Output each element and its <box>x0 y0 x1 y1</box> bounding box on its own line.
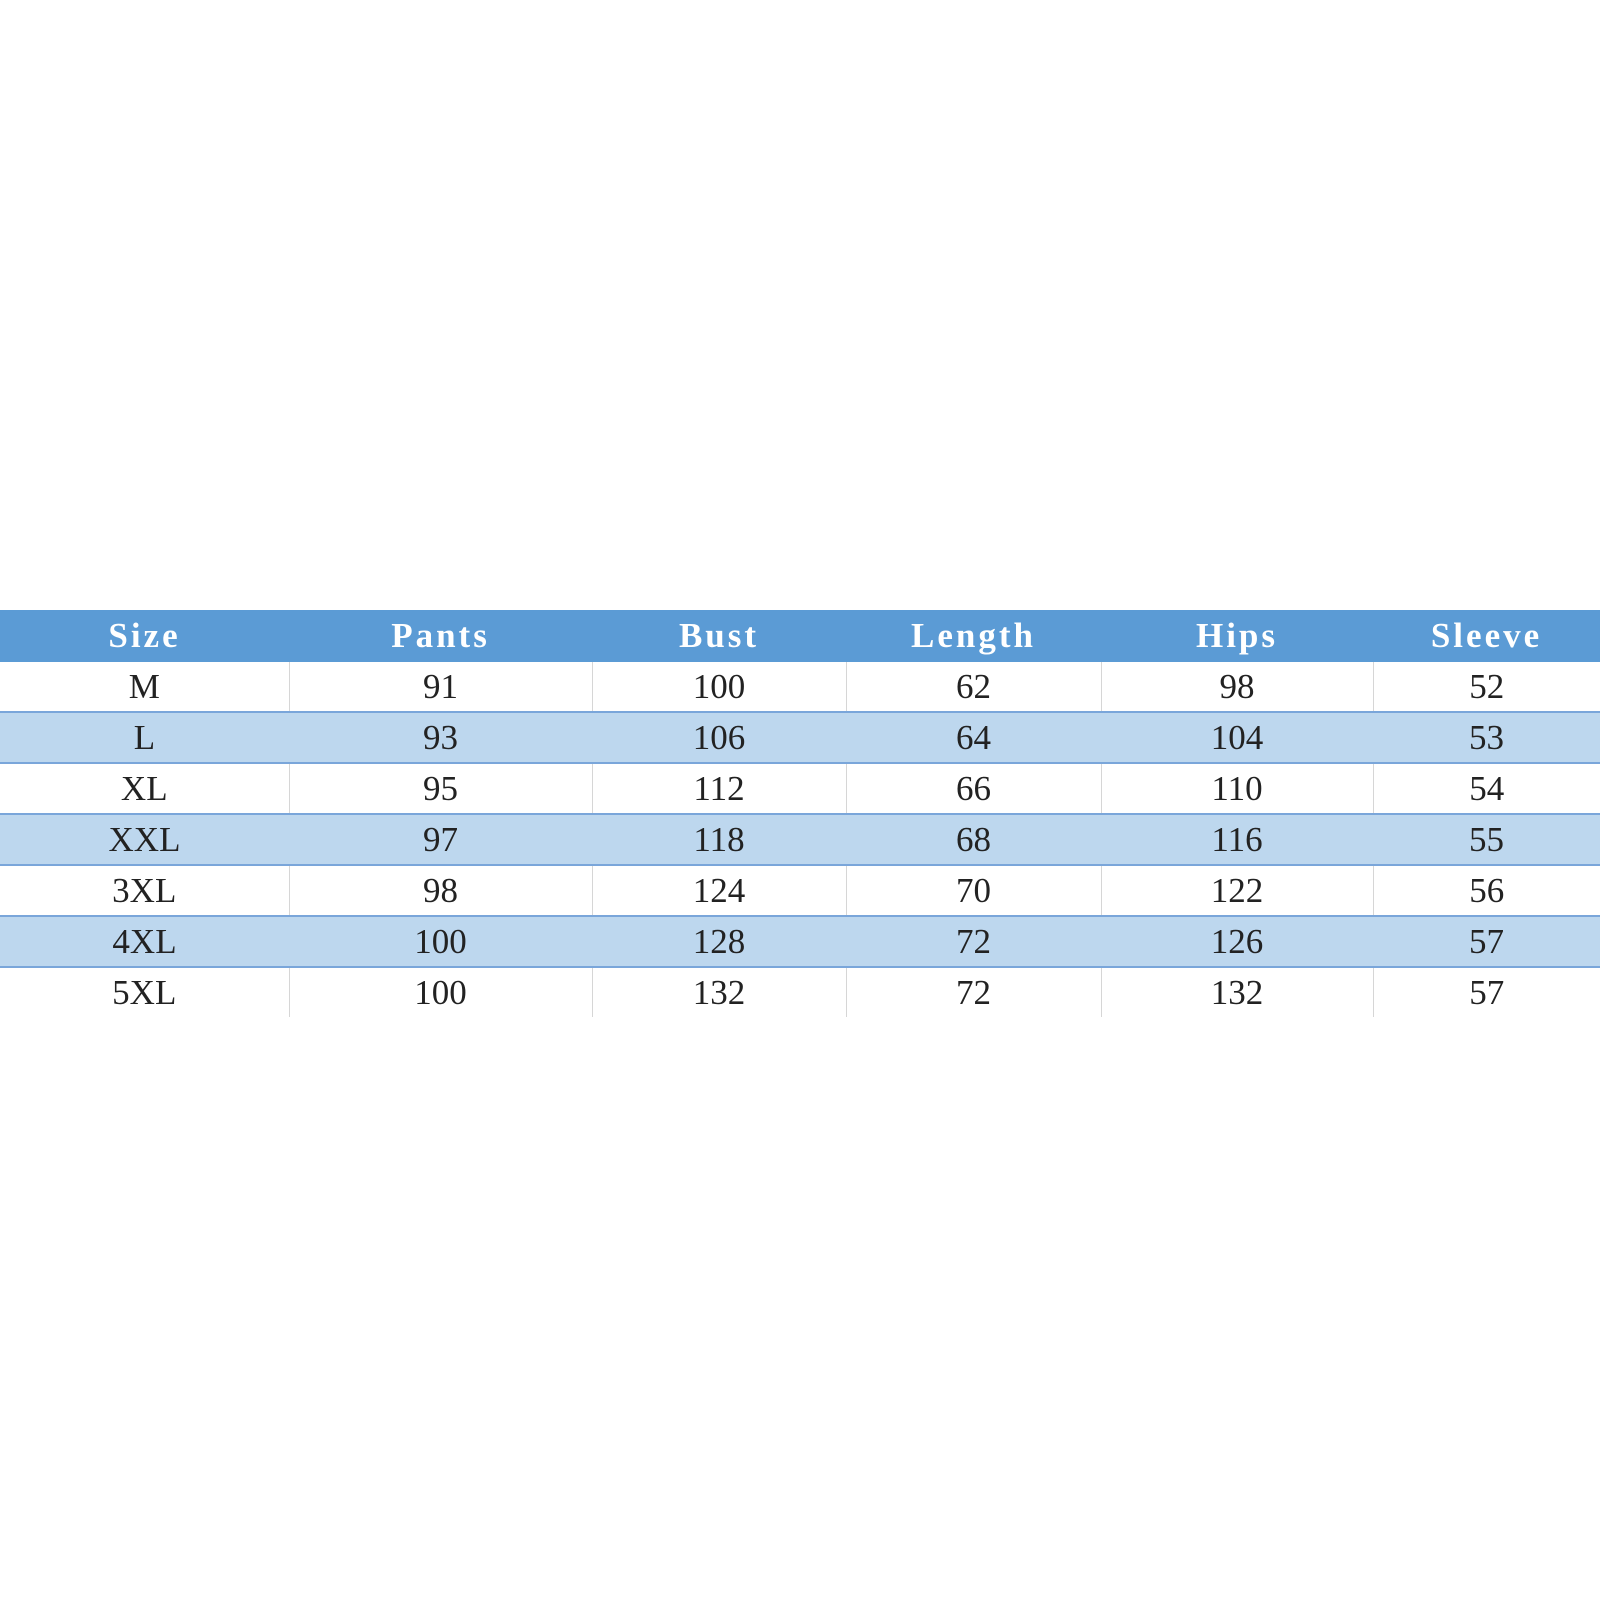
measure-cell: 124 <box>591 865 846 916</box>
size-cell: 5XL <box>112 972 177 1012</box>
measure-cell: 110 <box>1100 763 1373 814</box>
measure-cell: 100 <box>289 915 592 968</box>
size-cell: XL <box>120 768 168 808</box>
measure-cell: 72 <box>845 967 1101 1017</box>
table-row: L 93 106 64 104 53 <box>0 711 1600 764</box>
table-body: M 91 100 62 98 52 L 93 106 64 104 53 XL 95 112 66 110 54 X… <box>0 662 1600 1017</box>
size-cell: M <box>128 666 160 706</box>
measure-cell: 100 <box>288 967 592 1017</box>
measure-cell: 98 <box>288 865 592 916</box>
measure-cell: 112 <box>591 763 846 814</box>
table-row: XXL 97 118 68 116 55 <box>0 813 1600 866</box>
measure-cell: 57 <box>1372 967 1600 1017</box>
measure-cell: 132 <box>591 967 846 1017</box>
column-header: Length <box>846 610 1101 662</box>
measure-cell: 132 <box>1100 967 1373 1017</box>
measure-cell: 104 <box>1101 711 1373 764</box>
measure-cell: 57 <box>1373 915 1600 968</box>
table-row: M 91 100 62 98 52 <box>0 662 1600 712</box>
size-cell: L <box>0 711 289 764</box>
measure-cell: 106 <box>592 711 846 764</box>
measure-cell: 53 <box>1373 711 1600 764</box>
column-header: Size <box>0 610 289 662</box>
measure-cell: 62 <box>845 662 1101 712</box>
column-header: Sleeve <box>1373 610 1600 662</box>
header-row: Size Pants Bust Length Hips Sleeve <box>0 610 1600 662</box>
table-row: 4XL 100 128 72 126 57 <box>0 915 1600 968</box>
measure-cell: 66 <box>845 763 1101 814</box>
measure-cell: 55 <box>1373 813 1600 866</box>
measure-cell: 93 <box>289 711 592 764</box>
size-cell: 3XL <box>112 870 177 910</box>
measure-cell: 98 <box>1100 662 1373 712</box>
measure-cell: 52 <box>1372 662 1600 712</box>
measure-cell: 128 <box>592 915 846 968</box>
column-header: Bust <box>592 610 846 662</box>
size-table: Size Pants Bust Length Hips Sleeve M 91 100 62 98… <box>0 610 1600 1017</box>
measure-cell: 68 <box>846 813 1101 866</box>
measure-cell: 91 <box>288 662 592 712</box>
measure-cell: 122 <box>1100 865 1373 916</box>
measure-cell: 97 <box>289 813 592 866</box>
column-header: Hips <box>1101 610 1373 662</box>
measure-cell: 118 <box>592 813 846 866</box>
measure-cell: 70 <box>845 865 1101 916</box>
measure-cell: 64 <box>846 711 1101 764</box>
table-row: 5XL 100 132 72 132 57 <box>0 967 1600 1017</box>
table-row: XL 95 112 66 110 54 <box>0 763 1600 814</box>
measure-cell: 95 <box>288 763 592 814</box>
measure-cell: 72 <box>846 915 1101 968</box>
measure-cell: 116 <box>1101 813 1373 866</box>
size-cell: 4XL <box>0 915 289 968</box>
measure-cell: 54 <box>1372 763 1600 814</box>
measure-cell: 100 <box>591 662 846 712</box>
table-row: 3XL 98 124 70 122 56 <box>0 865 1600 916</box>
measure-cell: 56 <box>1372 865 1600 916</box>
size-cell: XXL <box>0 813 289 866</box>
column-header: Pants <box>289 610 592 662</box>
measure-cell: 126 <box>1101 915 1373 968</box>
